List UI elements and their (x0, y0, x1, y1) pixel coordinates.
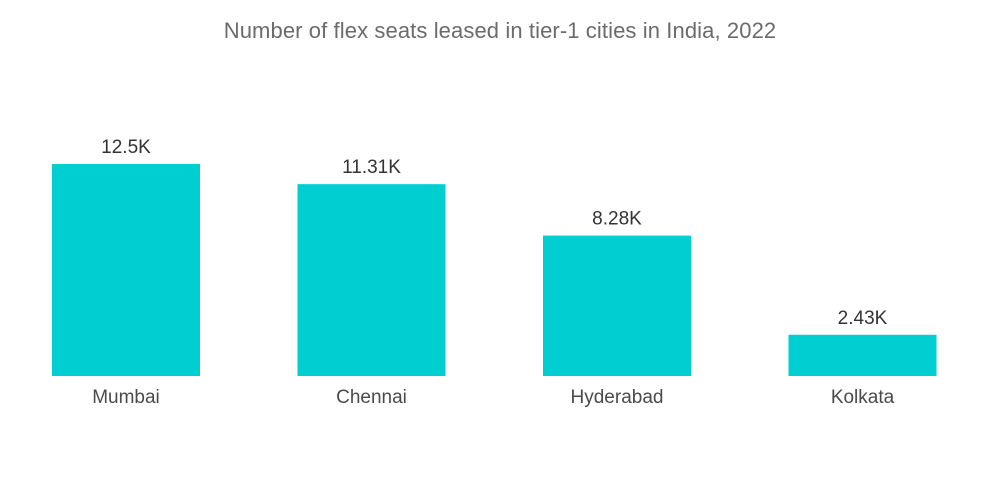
bar-hyderabad (543, 235, 691, 376)
chart-title: Number of flex seats leased in tier-1 ci… (223, 18, 777, 43)
x-tick-label-mumbai: Mumbai (92, 387, 160, 408)
bar-mumbai (52, 164, 200, 376)
bar-kolkata (788, 334, 937, 376)
x-tick-label-kolkata: Kolkata (831, 387, 895, 408)
x-tick-label-hyderabad: Hyderabad (571, 387, 664, 408)
bars-layer (52, 164, 937, 376)
value-label-chennai: 11.31K (342, 157, 401, 178)
x-axis-tick-labels: Mumbai Chennai Hyderabad Kolkata (92, 387, 894, 408)
bar-chennai (297, 184, 446, 376)
value-label-kolkata: 2.43K (838, 308, 888, 329)
value-labels-layer: 12.5K 11.31K 8.28K 2.43K (101, 137, 887, 329)
value-label-hyderabad: 8.28K (592, 209, 642, 230)
x-tick-label-chennai: Chennai (336, 387, 407, 408)
value-label-mumbai: 12.5K (101, 137, 151, 158)
